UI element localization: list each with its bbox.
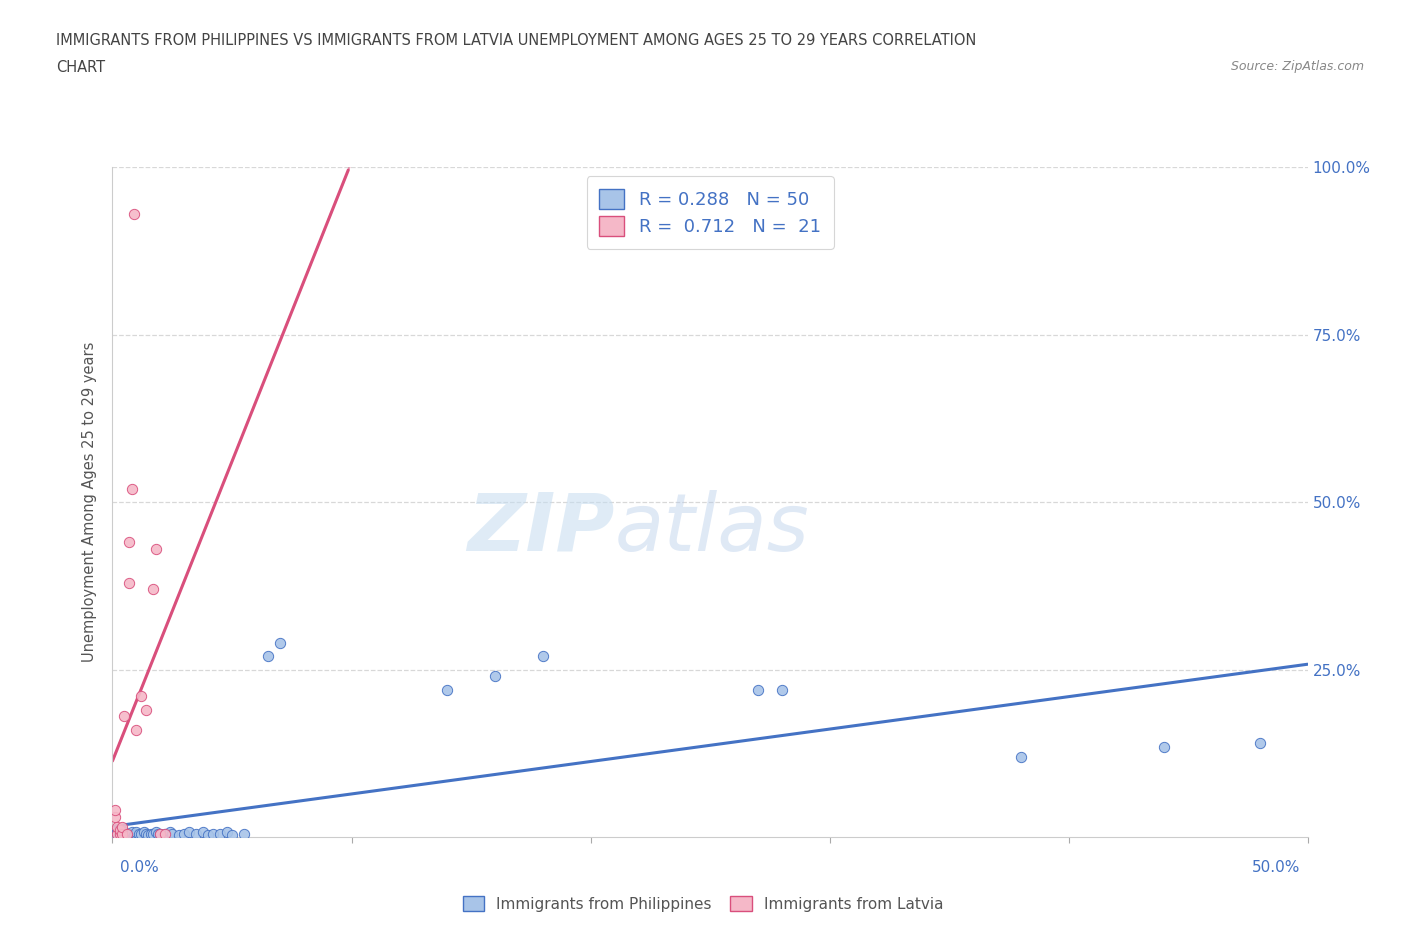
Text: atlas: atlas: [614, 490, 810, 568]
Point: [121, 482, 143, 497]
Point: [135, 826, 157, 841]
Point: [162, 826, 183, 841]
Point: [122, 828, 145, 843]
Point: [1249, 736, 1271, 751]
Text: CHART: CHART: [56, 60, 105, 75]
Point: [108, 823, 131, 838]
Point: [217, 824, 239, 839]
Point: [221, 828, 243, 843]
Point: [129, 689, 152, 704]
Point: [153, 826, 176, 841]
Point: [135, 702, 157, 717]
Point: [105, 826, 128, 841]
Point: [1153, 739, 1175, 754]
Point: [201, 826, 224, 841]
Point: [118, 575, 141, 590]
Point: [232, 826, 256, 841]
Point: [125, 826, 148, 841]
Point: [770, 683, 793, 698]
Point: [173, 826, 195, 841]
Point: [111, 819, 134, 834]
Point: [186, 826, 208, 841]
Point: [105, 826, 128, 841]
Point: [149, 826, 172, 841]
Text: Source: ZipAtlas.com: Source: ZipAtlas.com: [1230, 60, 1364, 73]
Point: [138, 828, 160, 843]
Point: [159, 824, 181, 839]
Point: [128, 826, 150, 841]
Point: [105, 824, 128, 839]
Point: [436, 683, 458, 698]
Point: [108, 823, 131, 838]
Point: [122, 206, 145, 221]
Point: [118, 826, 141, 841]
Text: 0.0%: 0.0%: [120, 860, 159, 875]
Point: [257, 649, 280, 664]
Point: [108, 826, 131, 841]
Point: [177, 824, 200, 839]
Point: [105, 819, 128, 834]
Legend: R = 0.288   N = 50, R =  0.712   N =  21: R = 0.288 N = 50, R = 0.712 N = 21: [586, 177, 834, 248]
Point: [145, 824, 167, 839]
Point: [146, 826, 169, 841]
Point: [208, 826, 231, 841]
Point: [125, 723, 148, 737]
Point: [125, 824, 148, 839]
Point: [484, 669, 506, 684]
Point: [142, 582, 165, 597]
Point: [121, 826, 143, 841]
Text: ZIP: ZIP: [467, 490, 614, 568]
Point: [115, 826, 138, 841]
Point: [114, 828, 135, 843]
Point: [145, 541, 167, 556]
Legend: Immigrants from Philippines, Immigrants from Latvia: Immigrants from Philippines, Immigrants …: [457, 889, 949, 918]
Point: [111, 823, 134, 838]
Text: 50.0%: 50.0%: [1253, 860, 1301, 875]
Point: [104, 803, 127, 817]
Point: [193, 824, 215, 839]
Point: [129, 826, 152, 841]
Point: [111, 826, 134, 841]
Point: [132, 824, 155, 839]
Point: [169, 828, 191, 843]
Point: [139, 826, 162, 841]
Point: [114, 709, 135, 724]
Point: [111, 826, 134, 841]
Point: [149, 826, 172, 841]
Point: [747, 683, 769, 698]
Point: [197, 828, 219, 843]
Point: [121, 824, 143, 839]
Point: [104, 826, 127, 841]
Y-axis label: Unemployment Among Ages 25 to 29 years: Unemployment Among Ages 25 to 29 years: [82, 342, 97, 662]
Point: [269, 635, 291, 650]
Point: [114, 824, 135, 839]
Point: [142, 826, 165, 841]
Point: [1010, 750, 1032, 764]
Point: [104, 809, 127, 824]
Point: [531, 649, 554, 664]
Text: IMMIGRANTS FROM PHILIPPINES VS IMMIGRANTS FROM LATVIA UNEMPLOYMENT AMONG AGES 25: IMMIGRANTS FROM PHILIPPINES VS IMMIGRANT…: [56, 33, 977, 47]
Point: [153, 826, 176, 841]
Point: [118, 535, 141, 550]
Point: [115, 826, 138, 841]
Point: [108, 826, 131, 841]
